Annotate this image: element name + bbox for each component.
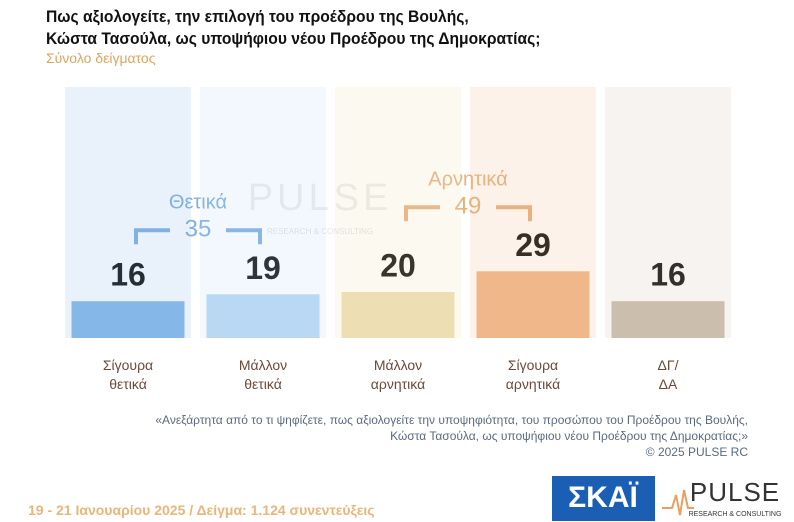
- watermark-tagline: RESEARCH & CONSULTING: [267, 227, 373, 236]
- bar: [476, 271, 590, 338]
- bar: [341, 292, 455, 338]
- value-label: 29: [515, 227, 551, 263]
- skai-logo-box: [552, 476, 655, 521]
- column-background: [65, 87, 191, 338]
- value-label: 16: [650, 257, 686, 293]
- pulse-logo-wave: [662, 489, 694, 516]
- column-background: [470, 87, 596, 338]
- bar: [206, 294, 320, 338]
- group-label: Αρνητικά: [428, 169, 508, 191]
- chart-subtitle: Σύνολο δείγματος: [46, 50, 156, 66]
- category-label: Σίγουρα αρνητικά: [505, 357, 561, 392]
- skai-logo: ΣΚΑΪ: [568, 481, 638, 514]
- group-label: Θετικά: [169, 192, 227, 214]
- copyright: © 2025 PULSE RC: [645, 445, 748, 459]
- value-label: 19: [245, 250, 281, 286]
- footer: 19 - 21 Ιανουαρίου 2025 / Δείγμα: 1.124 …: [28, 502, 375, 518]
- column-background: [605, 87, 731, 338]
- value-label: 20: [380, 247, 416, 283]
- pulse-logo: PULSE: [690, 477, 780, 507]
- watermark: PULSE: [248, 177, 393, 219]
- category-label: Σίγουρα θετικά: [102, 357, 154, 392]
- pulse-logo-tagline: RESEARCH & CONSULTING: [689, 511, 782, 518]
- column-background: [200, 87, 326, 338]
- bar: [71, 301, 185, 338]
- value-label: 16: [110, 257, 146, 293]
- bar: [611, 301, 725, 338]
- column-background: [335, 87, 461, 338]
- group-bracket: [404, 205, 532, 222]
- group-value: 35: [185, 216, 212, 243]
- category-label: ΔΓ/ ΔΑ: [657, 357, 679, 392]
- chart-title: Πως αξιολογείτε, την επιλογή του προέδρο…: [46, 7, 541, 48]
- footnote: «Ανεξάρτητα από το τι ψηφίζετε, πως αξιο…: [155, 413, 748, 443]
- category-label: Μάλλον αρνητικά: [370, 357, 426, 392]
- group-value: 49: [455, 193, 482, 220]
- category-label: Μάλλον θετικά: [238, 357, 288, 392]
- group-bracket: [134, 228, 262, 245]
